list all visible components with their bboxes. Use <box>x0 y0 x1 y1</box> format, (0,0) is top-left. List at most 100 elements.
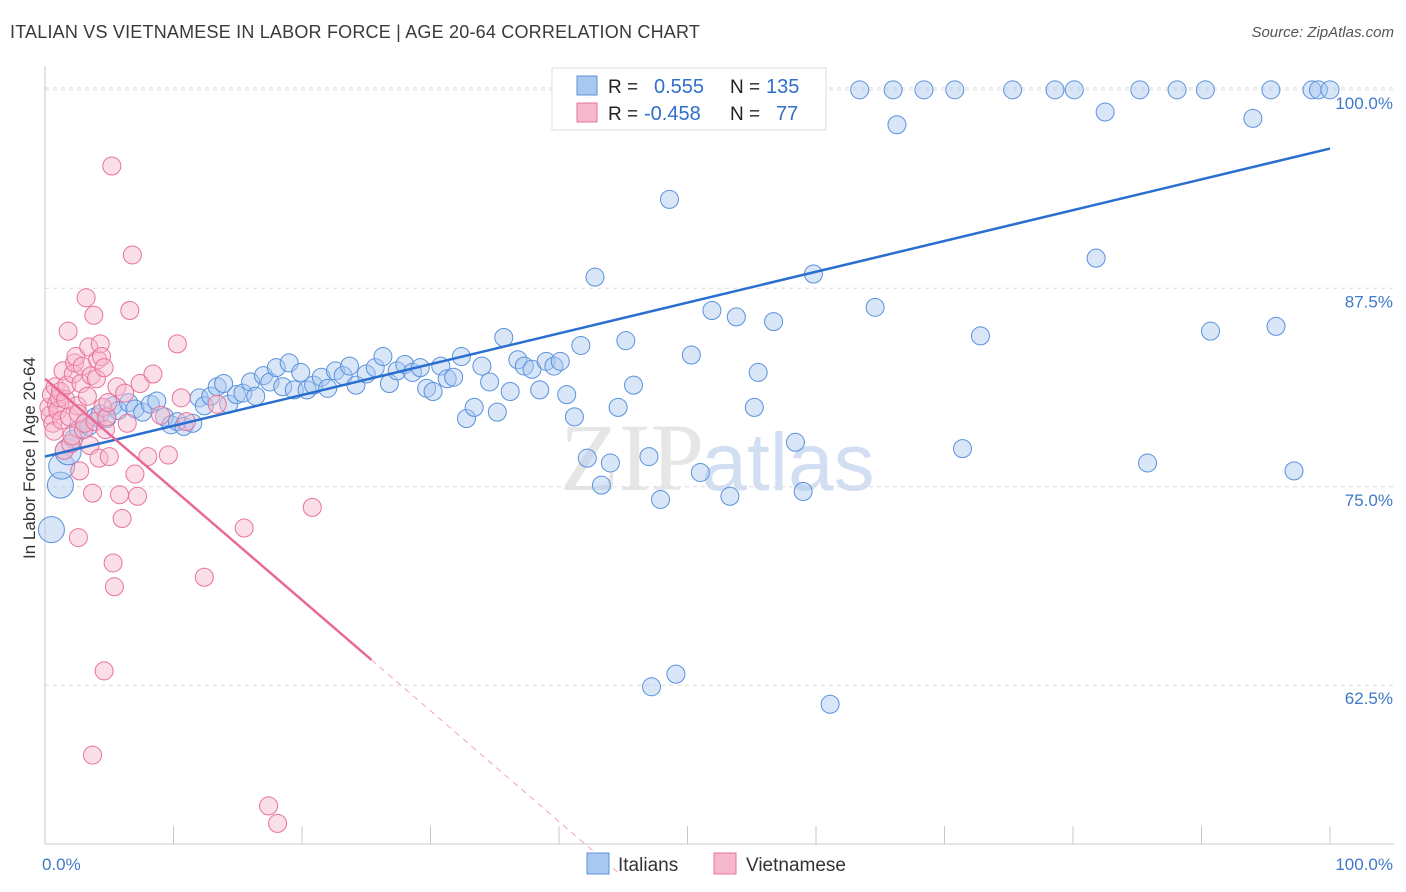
italians-point-25 <box>201 386 221 406</box>
italians-point-65 <box>480 372 500 392</box>
series-legend: Italians Vietnamese <box>586 852 846 876</box>
vietnamese-point-61 <box>138 447 158 467</box>
axes <box>44 66 1394 845</box>
vietnamese-point-30 <box>77 386 97 406</box>
italians-point-30 <box>233 383 253 403</box>
italians-point-90 <box>666 664 686 684</box>
vietnamese-point-46 <box>98 393 118 413</box>
italians-point-59 <box>437 369 457 389</box>
vietnamese-point-62 <box>143 364 163 384</box>
italians-point-91 <box>681 345 701 365</box>
italians-point-97 <box>748 362 768 382</box>
vietnamese-point-69 <box>207 394 227 414</box>
italians-point-93 <box>702 301 722 321</box>
italians-point-29 <box>226 385 246 405</box>
italians-point-64 <box>472 356 492 376</box>
italians-point-68 <box>500 381 520 401</box>
italians-point-98 <box>764 312 784 332</box>
italians-point-85 <box>624 375 644 395</box>
italians-point-99 <box>785 432 805 452</box>
vietnamese-point-43 <box>94 358 114 378</box>
italians-point-92 <box>690 462 710 482</box>
vietnamese-point-51 <box>107 377 127 397</box>
vietnamese-point-38 <box>88 350 108 370</box>
watermark-atlas: atlas <box>701 417 874 508</box>
vietnamese-point-64 <box>158 445 178 465</box>
vietnamese-point-15 <box>58 321 78 341</box>
italians-point-35 <box>266 358 286 378</box>
vietnamese-point-21 <box>66 347 86 367</box>
vietnamese-point-74 <box>83 745 103 765</box>
italians-point-121 <box>1243 108 1263 128</box>
italians-point-46 <box>340 356 360 376</box>
vietnamese-point-41 <box>92 347 112 367</box>
italians-point-78 <box>571 335 591 355</box>
legend-swatch-vietnamese <box>576 102 598 123</box>
vietnamese-point-70 <box>234 518 254 538</box>
series-legend-swatch-italians <box>586 852 610 875</box>
italians-point-27 <box>214 374 234 394</box>
legend-n-label-vietnamese: N = <box>730 104 760 125</box>
italians-point-105 <box>883 80 903 100</box>
vietnamese-point-55 <box>117 413 137 433</box>
vietnamese-point-56 <box>120 301 140 321</box>
italians-point-112 <box>1045 80 1065 100</box>
vietnamese-point-68 <box>194 567 214 587</box>
vietnamese-point-76 <box>68 528 88 548</box>
watermark: ZIP atlas <box>560 404 875 511</box>
legend-r-value-vietnamese: -0.458 <box>644 103 701 125</box>
italians-point-72 <box>530 380 550 400</box>
italians-point-15 <box>133 402 153 422</box>
italians-point-66 <box>487 402 507 422</box>
italians-point-123 <box>1266 316 1286 336</box>
italians-point-89 <box>660 189 680 209</box>
vietnamese-point-54 <box>115 383 135 403</box>
vietnamese-point-66 <box>171 388 191 408</box>
italians-point-117 <box>1138 453 1158 473</box>
x-tick-labels: 0.0% 100.0% <box>42 855 1393 874</box>
vietnamese-point-14 <box>57 375 77 395</box>
series-legend-label-vietnamese: Vietnamese <box>746 855 846 876</box>
italians-point-70 <box>514 356 534 376</box>
legend-r-label-vietnamese: R = <box>608 104 638 125</box>
italians-point-120 <box>1200 321 1220 341</box>
italians-point-113 <box>1064 80 1084 100</box>
italians-point-36 <box>273 377 293 397</box>
italians-point-114 <box>1086 248 1106 268</box>
vietnamese-point-49 <box>103 553 123 573</box>
vietnamese-point-20 <box>65 353 85 373</box>
vietnamese-points <box>39 156 322 833</box>
vietnamese-point-50 <box>104 577 124 597</box>
italians-point-60 <box>444 367 464 387</box>
italians-point-63 <box>464 397 484 417</box>
italians-point-41 <box>304 375 324 395</box>
italians-point-118 <box>1167 80 1187 100</box>
italians-point-0 <box>37 516 65 544</box>
vietnamese-point-24 <box>70 461 90 481</box>
vietnamese-point-63 <box>151 405 171 425</box>
italians-point-1 <box>46 471 74 499</box>
italians-point-119 <box>1195 80 1215 100</box>
vietnamese-point-72 <box>268 813 288 833</box>
italians-point-17 <box>147 391 167 411</box>
italians-points <box>37 80 1340 714</box>
italians-point-109 <box>952 439 972 459</box>
italians-point-115 <box>1095 102 1115 122</box>
vietnamese-point-34 <box>83 483 103 503</box>
italians-point-88 <box>651 489 671 509</box>
italians-point-126 <box>1308 80 1328 100</box>
italians-point-107 <box>914 80 934 100</box>
vietnamese-point-48 <box>102 156 122 176</box>
italians-point-81 <box>591 475 611 495</box>
italians-point-94 <box>720 486 740 506</box>
vietnamese-point-39 <box>89 448 109 468</box>
x-tick-label-1: 100.0% <box>1335 855 1393 874</box>
chart-title: ITALIAN VS VIETNAMESE IN LABOR FORCE | A… <box>10 22 701 42</box>
vietnamese-point-58 <box>125 464 145 484</box>
source-credit: Source: ZipAtlas.com <box>1251 24 1394 41</box>
italians-point-86 <box>639 447 659 467</box>
vietnamese-point-47 <box>99 447 119 467</box>
italians-point-34 <box>260 372 280 392</box>
italians-point-42 <box>311 367 331 387</box>
